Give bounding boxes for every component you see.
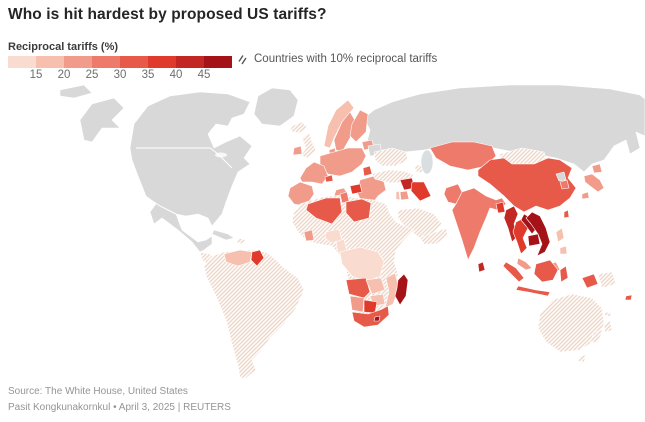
country-china bbox=[477, 157, 577, 213]
country-iraq bbox=[410, 181, 432, 202]
legend-ticks: 15 20 25 30 35 40 45 bbox=[8, 69, 248, 83]
legend-tick-30: 30 bbox=[113, 69, 127, 81]
legend-tick-15: 15 bbox=[29, 69, 43, 81]
byline: Pasit Kongkunakornkul • April 3, 2025 | … bbox=[8, 402, 231, 413]
legend-tick-35: 35 bbox=[141, 69, 155, 81]
island-japan-kyushu bbox=[581, 191, 590, 200]
country-israel bbox=[395, 190, 401, 201]
legend-swatch-4 bbox=[120, 56, 148, 68]
region-central-europe bbox=[319, 147, 367, 177]
country-botswana bbox=[363, 299, 378, 314]
country-ukraine bbox=[373, 147, 409, 167]
country-lesotho bbox=[373, 315, 381, 322]
legend-swatch-1 bbox=[36, 56, 64, 68]
country-madagascar bbox=[394, 273, 409, 306]
country-india bbox=[451, 187, 507, 261]
country-cote-divoire bbox=[303, 229, 315, 242]
country-south-korea bbox=[559, 179, 570, 190]
legend-swatch-3 bbox=[92, 56, 120, 68]
region-malaysia-peninsula bbox=[516, 257, 533, 271]
country-greenland bbox=[253, 87, 299, 127]
country-angola bbox=[345, 277, 371, 299]
country-cambodia bbox=[527, 233, 541, 247]
country-australia bbox=[537, 293, 605, 353]
island-japan-hokkaido bbox=[591, 163, 603, 174]
island-sri-lanka bbox=[477, 261, 486, 273]
region-central-africa bbox=[339, 246, 385, 283]
us-mexico-border bbox=[147, 197, 177, 215]
legend-swatch-6 bbox=[176, 56, 204, 68]
hatch-swatch-icon bbox=[238, 54, 247, 64]
island-sulawesi bbox=[559, 265, 569, 283]
legend-tick-45: 45 bbox=[197, 69, 211, 81]
country-iceland bbox=[289, 121, 309, 134]
legend-swatch-7 bbox=[204, 56, 232, 68]
legend-swatch-2 bbox=[64, 56, 92, 68]
legend-tick-20: 20 bbox=[57, 69, 71, 81]
country-cuba bbox=[211, 229, 235, 241]
island-mindanao bbox=[559, 245, 568, 255]
country-papua-new-guinea bbox=[597, 271, 617, 289]
us-canada-border bbox=[136, 147, 233, 169]
legend-hatch-note-text: Countries with 10% reciprocal tariffs bbox=[254, 53, 438, 65]
country-russia-chukotka bbox=[59, 84, 93, 99]
country-ireland bbox=[292, 145, 303, 156]
country-algeria bbox=[305, 197, 343, 225]
country-mozambique bbox=[384, 272, 400, 309]
island-fiji bbox=[624, 294, 633, 301]
island-taiwan bbox=[563, 209, 570, 219]
source-line: Source: The White House, United States bbox=[8, 386, 188, 397]
country-south-africa bbox=[351, 305, 390, 328]
country-jordan bbox=[399, 190, 410, 201]
island-java bbox=[515, 285, 551, 297]
region-west-papua bbox=[581, 273, 599, 289]
legend-swatch-0 bbox=[8, 56, 36, 68]
country-finland bbox=[349, 109, 369, 143]
island-tasmania bbox=[577, 354, 587, 363]
legend-hatch-note: Countries with 10% reciprocal tariffs bbox=[238, 53, 437, 65]
country-alaska bbox=[79, 97, 125, 143]
world-map-svg bbox=[59, 84, 645, 379]
island-hispaniola bbox=[235, 237, 247, 245]
legend-tick-25: 25 bbox=[85, 69, 99, 81]
island-new-caledonia bbox=[603, 311, 613, 318]
country-zambia bbox=[365, 277, 386, 295]
country-switzerland bbox=[324, 174, 334, 183]
legend-title: Reciprocal tariffs (%) bbox=[8, 41, 119, 53]
country-norway bbox=[323, 99, 355, 149]
region-iberia bbox=[287, 181, 315, 207]
country-vietnam bbox=[525, 211, 551, 257]
legend-color-scale bbox=[8, 56, 232, 68]
country-venezuela bbox=[223, 249, 253, 267]
country-libya bbox=[345, 198, 372, 223]
region-south-america bbox=[203, 249, 305, 379]
region-yemen-oman bbox=[419, 227, 449, 245]
country-moldova bbox=[362, 165, 373, 177]
world-choropleth-map bbox=[0, 84, 645, 382]
island-luzon bbox=[555, 227, 565, 243]
island-sumatra bbox=[502, 261, 525, 283]
legend-swatch-5 bbox=[148, 56, 176, 68]
country-bangladesh bbox=[495, 201, 506, 214]
great-lakes bbox=[215, 152, 227, 158]
country-usa-canada-mexico bbox=[129, 91, 253, 253]
country-tunisia bbox=[339, 191, 350, 204]
legend-tick-40: 40 bbox=[169, 69, 183, 81]
island-borneo bbox=[533, 259, 559, 283]
page-title: Who is hit hardest by proposed US tariff… bbox=[8, 6, 327, 23]
country-united-kingdom bbox=[300, 131, 317, 159]
island-japan-honshu bbox=[583, 173, 605, 193]
country-guyana bbox=[250, 249, 265, 267]
island-new-zealand-south bbox=[589, 329, 604, 344]
caspian-sea bbox=[420, 149, 434, 175]
island-new-zealand-north bbox=[603, 319, 613, 334]
country-namibia bbox=[349, 295, 365, 313]
region-serbia-bosnia bbox=[349, 183, 363, 195]
